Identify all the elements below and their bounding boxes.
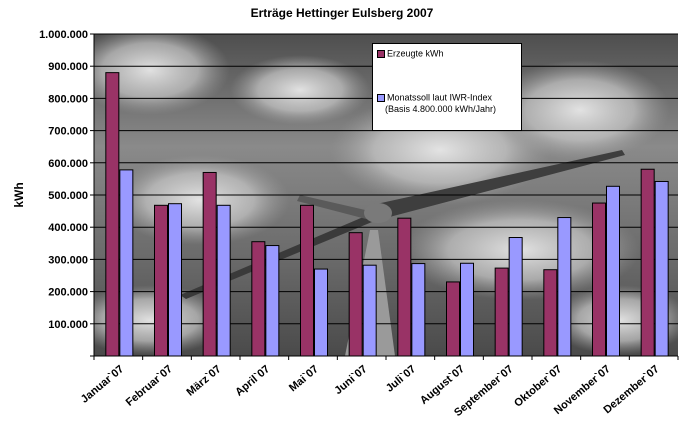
bars-layer: [105, 72, 669, 357]
legend-label-series-2: Monatssoll laut IWR-Index: [387, 92, 493, 103]
bar-series-2: [265, 245, 280, 357]
bar-series-2: [314, 268, 328, 357]
bar-series-1: [640, 168, 655, 357]
x-tick-label: Juni`07: [332, 363, 369, 397]
x-tick-label: Oktober`07: [512, 363, 564, 410]
bar-series-2: [557, 217, 572, 357]
y-tick-label: 900.000: [48, 61, 88, 73]
x-tick-label: Mai`07: [287, 363, 321, 394]
y-tick-label: 1.000.000: [39, 29, 88, 41]
bar-series-2: [362, 264, 377, 357]
legend-label-series-1: Erzeugte kWh: [387, 48, 444, 59]
x-tick-label: Juli`07: [384, 363, 418, 395]
bar-series-2: [508, 237, 523, 357]
legend-label-series-2-line2: (Basis 4.800.000 kWh/Jahr): [385, 104, 497, 114]
bar-series-2: [606, 185, 620, 357]
bar-series-1: [397, 217, 412, 357]
bar-series-2: [460, 262, 474, 357]
y-tick-label: 800.000: [48, 93, 88, 105]
x-tick-label: Februar`07: [124, 363, 175, 409]
y-tick-label: 100.000: [48, 319, 88, 331]
bar-series-2: [168, 203, 182, 357]
bar-series-1: [494, 267, 509, 357]
y-tick-label: 500.000: [48, 190, 88, 202]
bar-series-1: [105, 72, 120, 357]
bar-series-1: [202, 171, 217, 357]
x-tick-label: August`07: [418, 363, 467, 407]
x-tick-label: April`07: [233, 363, 272, 399]
x-tick-label: Januar`07: [79, 363, 127, 406]
y-tick-label: 200.000: [48, 287, 88, 299]
legend-entry-series-1: Erzeugte kWh: [377, 48, 444, 59]
turbine-hub: [364, 203, 392, 223]
x-tick-label: März`07: [184, 363, 223, 399]
bar-series-1: [251, 241, 266, 357]
bar-series-2: [216, 204, 231, 357]
legend: Erzeugte kWh Monatssoll laut IWR-Index (…: [372, 43, 522, 131]
bar-series-1: [348, 232, 363, 357]
y-tick-label: 300.000: [48, 254, 88, 266]
y-tick-label: 700.000: [48, 126, 88, 138]
turbine-blade: [297, 195, 374, 220]
chart-title: Erträge Hettinger Eulsberg 2007: [250, 6, 434, 20]
y-tick-label: 400.000: [48, 222, 88, 234]
bar-series-2: [411, 263, 426, 357]
bar-series-1: [446, 281, 460, 357]
turbine-blade: [372, 150, 625, 220]
bar-series-1: [154, 204, 168, 357]
y-tick-label: 600.000: [48, 158, 88, 170]
legend-swatch-series-1: [377, 49, 385, 58]
bar-series-1: [543, 269, 558, 357]
legend-entry-series-2: Monatssoll laut IWR-Index: [377, 92, 492, 103]
bar-series-1: [592, 202, 606, 357]
bar-series-2: [654, 180, 669, 357]
bar-series-1: [300, 204, 314, 357]
bar-series-2: [119, 169, 134, 357]
legend-swatch-series-2: [377, 93, 385, 102]
